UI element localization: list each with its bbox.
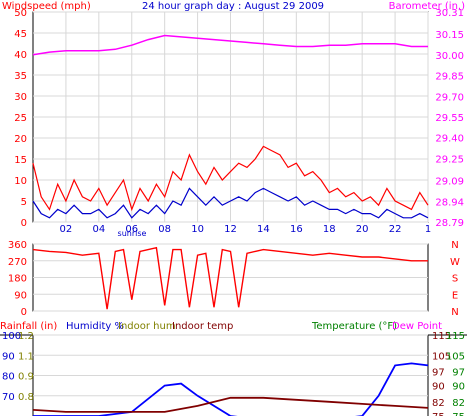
temperature-tick-label: 90: [432, 382, 445, 393]
barometer-tick-label: 28.79: [435, 218, 464, 229]
barometer-tick-label: 29.40: [435, 134, 464, 145]
windspeed-tick-label: 35: [14, 71, 27, 82]
rainfall-tick-label: 0.9: [18, 372, 34, 383]
hour-tick-label: 16: [290, 224, 303, 235]
barometer-tick-label: 30.15: [435, 30, 464, 41]
temperature-axis-title: Temperature (°F): [311, 321, 397, 332]
windspeed-tick-label: 5: [21, 197, 27, 208]
hour-tick-label: 12: [224, 224, 237, 235]
hour-tick-label: 02: [60, 224, 73, 235]
dew-point-tick-label: 115: [446, 331, 465, 342]
barometer-tick-label: 30.31: [435, 8, 464, 19]
hour-tick-label: 20: [356, 224, 369, 235]
hour-tick-label: 14: [257, 224, 270, 235]
barometer-tick-label: 29.25: [435, 154, 464, 165]
humidity-tick-label: 70: [2, 392, 15, 403]
chart-title: 24 hour graph day : August 29 2009: [142, 1, 324, 12]
windspeed-tick-label: 30: [14, 92, 27, 103]
hour-tick-label: 10: [191, 224, 204, 235]
compass-tick-label: N: [451, 307, 458, 318]
direction-tick-label: 270: [8, 257, 27, 268]
rainfall-tick-label: 0.7: [18, 0, 34, 3]
temperature-tick-label: 97: [432, 367, 445, 378]
windspeed-tick-label: 25: [14, 113, 27, 124]
dew-point-tick-label: 75: [452, 412, 465, 416]
humidity-tick-label: 80: [2, 372, 15, 383]
humidity-tick-label: 100: [2, 331, 21, 342]
sunrise-label: sunrise: [118, 229, 147, 238]
windspeed-tick-label: 50: [14, 8, 27, 19]
windspeed-tick-label: 45: [14, 29, 27, 40]
humidity-line: [33, 362, 429, 416]
windspeed-line: [32, 145, 429, 212]
barometer-tick-label: 29.55: [435, 113, 464, 124]
rainfall-tick-label: 1.2: [18, 331, 34, 342]
barometer-tick-label: 28.94: [435, 197, 464, 208]
compass-tick-label: W: [450, 257, 460, 268]
windspeed-average-line: [32, 187, 429, 219]
direction-tick-label: 90: [14, 290, 27, 301]
indoor-temp-axis-title: Indoor temp: [172, 321, 233, 332]
windspeed-tick-label: 0: [21, 218, 27, 229]
direction-tick-label: 180: [8, 274, 27, 285]
barometer-line: [32, 34, 428, 56]
direction-tick-label: 360: [8, 240, 27, 251]
compass-tick-label: S: [452, 274, 458, 285]
wind-barometer-plot: 0 5 10 15 20 25 30 35 40 45 50 28.79 28.94 29.09 29.25…: [14, 8, 464, 235]
barometer-tick-label: 30.00: [435, 51, 464, 62]
indoor-temp-line: [32, 396, 429, 413]
temperature-tick-label: 115: [432, 331, 451, 342]
windspeed-tick-label: 20: [14, 134, 27, 145]
dew-point-tick-label: 97: [452, 367, 465, 378]
compass-tick-label: E: [452, 290, 458, 301]
dew-point-tick-label: 90: [452, 382, 465, 393]
dew-point-tick-label: 105: [446, 351, 465, 362]
rainfall-axis-title: Rainfall (in): [0, 321, 57, 332]
temperature-tick-label: 105: [432, 351, 451, 362]
hour-tick-label: 22: [389, 224, 402, 235]
direction-tick-label: 0: [21, 307, 27, 318]
windspeed-axis-title: Windspeed (mph): [2, 1, 91, 12]
barometer-tick-label: 29.70: [435, 92, 464, 103]
hour-tick-label: 06: [125, 224, 138, 235]
hour-tick-label: 1: [425, 224, 431, 235]
barometer-tick-label: 29.85: [435, 72, 464, 83]
windspeed-tick-label: 40: [14, 50, 27, 61]
barometer-tick-label: 29.09: [435, 177, 464, 188]
windspeed-tick-label: 15: [14, 155, 27, 166]
windspeed-tick-label: 10: [14, 176, 27, 187]
rainfall-tick-label: 0.8: [18, 392, 34, 403]
humidity-tick-label: 90: [2, 351, 15, 362]
hour-tick-label: 08: [158, 224, 171, 235]
humidity-axis-title: Humidity %: [66, 321, 124, 332]
hour-tick-label: 04: [92, 224, 105, 235]
temperature-tick-label: 75: [432, 412, 445, 416]
wind-direction-line: [32, 246, 428, 310]
barometer-axis-title: Barometer (in.): [389, 1, 465, 12]
compass-tick-label: N: [451, 240, 458, 251]
dew-point-axis-title: Dew Point: [392, 321, 442, 332]
rainfall-tick-label: 1.1: [18, 351, 34, 362]
dew-point-tick-label: 82: [452, 398, 465, 409]
temperature-tick-label: 82: [432, 398, 445, 409]
hour-tick-label: 18: [323, 224, 336, 235]
indoor-hum-axis-title: Indoor hum: [118, 321, 176, 332]
